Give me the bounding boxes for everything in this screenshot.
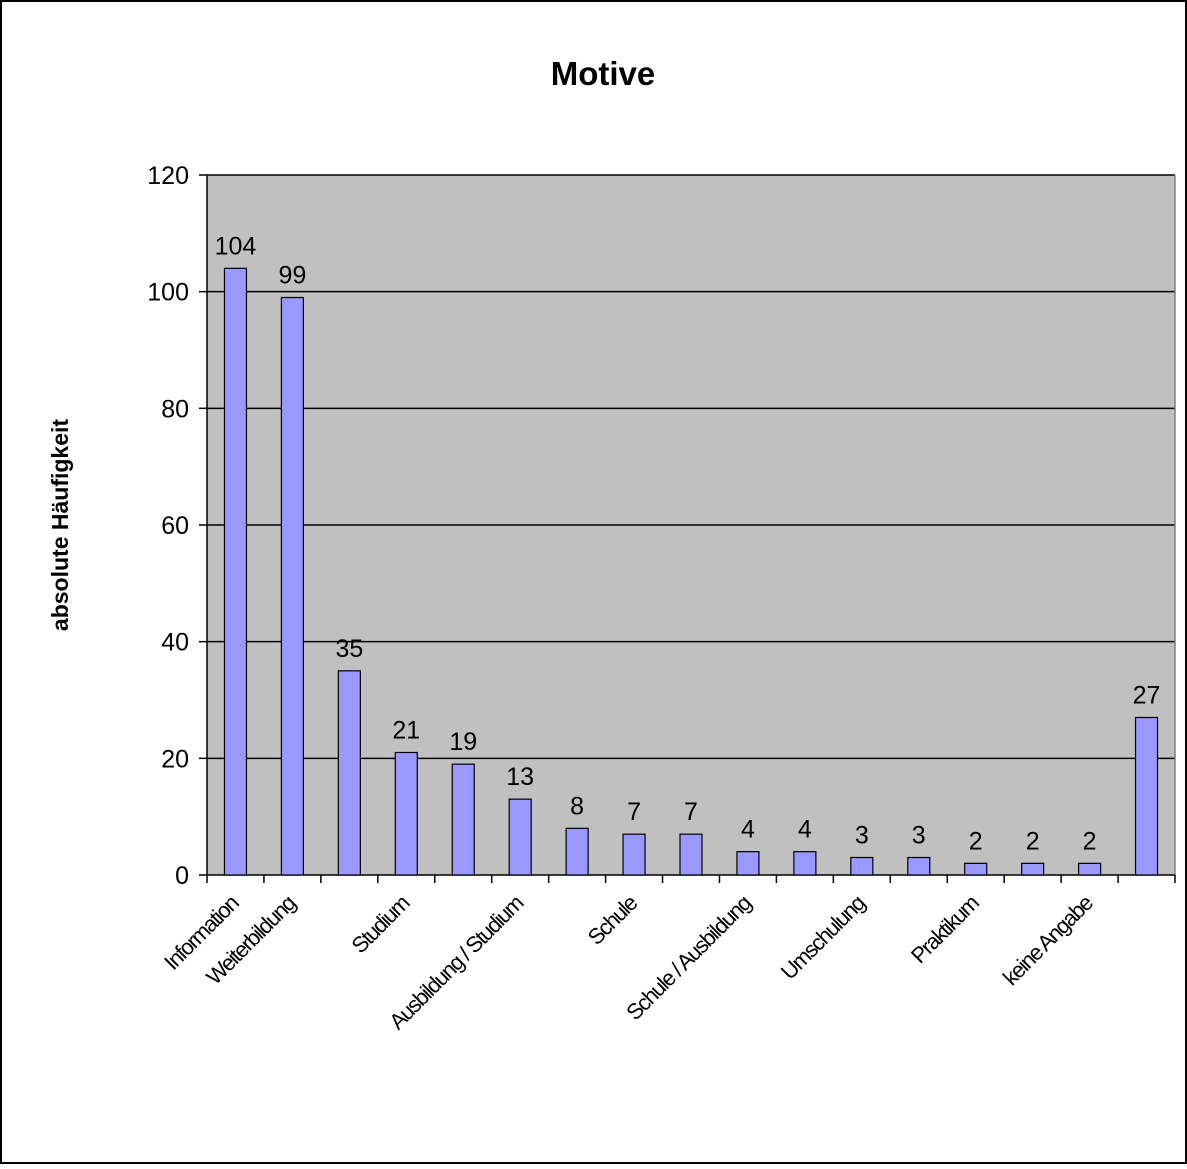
data-label: 7 bbox=[627, 798, 641, 826]
bar bbox=[337, 670, 361, 876]
bar bbox=[1021, 862, 1045, 876]
data-label: 7 bbox=[684, 798, 698, 826]
data-label: 19 bbox=[449, 728, 477, 756]
bar bbox=[793, 851, 817, 876]
y-tick-label: 40 bbox=[161, 629, 189, 657]
data-label: 99 bbox=[279, 262, 307, 290]
bar bbox=[1077, 862, 1102, 876]
data-label: 2 bbox=[969, 827, 983, 855]
data-label: 27 bbox=[1133, 682, 1161, 710]
y-tick-label: 60 bbox=[161, 512, 189, 540]
data-label: 3 bbox=[855, 822, 869, 850]
bar bbox=[508, 798, 532, 876]
y-tick-label: 20 bbox=[161, 745, 189, 773]
data-label: 8 bbox=[570, 792, 584, 820]
bar bbox=[394, 751, 418, 876]
y-tick-label: 0 bbox=[175, 862, 189, 890]
chart-title: Motive bbox=[551, 55, 656, 92]
data-label: 2 bbox=[1083, 827, 1097, 855]
bar bbox=[1134, 716, 1159, 876]
bar bbox=[565, 827, 589, 876]
bar bbox=[907, 856, 931, 876]
data-label: 21 bbox=[392, 717, 420, 745]
data-label: 104 bbox=[215, 232, 257, 260]
y-axis-title: absolute Häufigkeit bbox=[47, 419, 73, 631]
bar bbox=[451, 763, 475, 876]
bar bbox=[622, 833, 646, 876]
y-tick-label: 100 bbox=[147, 279, 189, 307]
bar bbox=[280, 296, 305, 876]
data-label: 2 bbox=[1026, 827, 1040, 855]
data-label: 13 bbox=[506, 763, 534, 791]
bar bbox=[679, 833, 703, 876]
bar bbox=[223, 267, 248, 876]
data-label: 4 bbox=[741, 816, 755, 844]
bar bbox=[736, 851, 760, 876]
y-tick-label: 120 bbox=[147, 162, 189, 190]
bar bbox=[850, 856, 874, 876]
data-label: 3 bbox=[912, 822, 926, 850]
data-label: 4 bbox=[798, 816, 812, 844]
data-label: 35 bbox=[335, 635, 363, 663]
y-tick-label: 80 bbox=[161, 395, 189, 423]
bar bbox=[964, 862, 988, 876]
